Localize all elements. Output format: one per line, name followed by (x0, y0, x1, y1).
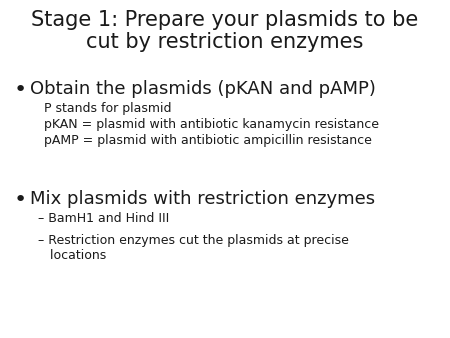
Text: •: • (14, 190, 27, 210)
Text: P stands for plasmid: P stands for plasmid (44, 102, 171, 115)
Text: pAMP = plasmid with antibiotic ampicillin resistance: pAMP = plasmid with antibiotic ampicilli… (44, 134, 372, 147)
Text: cut by restriction enzymes: cut by restriction enzymes (86, 32, 364, 52)
Text: Stage 1: Prepare your plasmids to be: Stage 1: Prepare your plasmids to be (32, 10, 419, 30)
Text: Mix plasmids with restriction enzymes: Mix plasmids with restriction enzymes (30, 190, 375, 208)
Text: – BamH1 and Hind III: – BamH1 and Hind III (38, 212, 169, 225)
Text: – Restriction enzymes cut the plasmids at precise
   locations: – Restriction enzymes cut the plasmids a… (38, 234, 349, 262)
Text: Obtain the plasmids (pKAN and pAMP): Obtain the plasmids (pKAN and pAMP) (30, 80, 376, 98)
Text: pKAN = plasmid with antibiotic kanamycin resistance: pKAN = plasmid with antibiotic kanamycin… (44, 118, 379, 131)
Text: •: • (14, 80, 27, 100)
